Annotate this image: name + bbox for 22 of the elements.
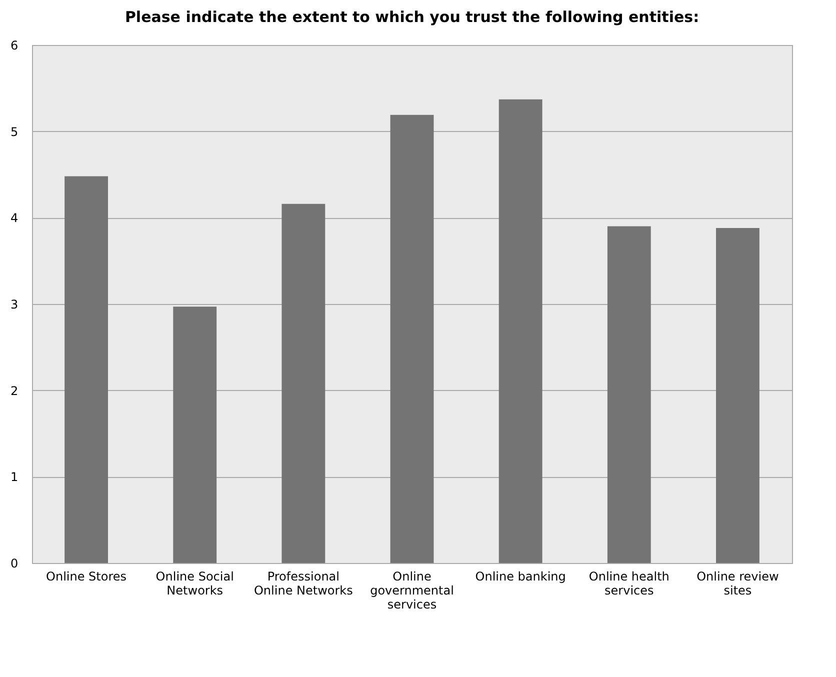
x-tick-label: Professional Online Networks bbox=[254, 570, 353, 598]
x-tick-label: Online governmental services bbox=[370, 570, 454, 612]
x-tick-label: Online Stores bbox=[46, 570, 127, 584]
bar bbox=[390, 114, 434, 563]
y-tick-label: 2 bbox=[10, 384, 18, 398]
bar bbox=[64, 176, 108, 563]
x-tick-label: Online review sites bbox=[696, 570, 779, 598]
bar bbox=[173, 306, 217, 563]
y-tick-label: 4 bbox=[10, 211, 18, 226]
y-tick-label: 3 bbox=[10, 298, 18, 312]
x-tick-label: Online banking bbox=[475, 570, 566, 584]
y-tick-label: 6 bbox=[10, 38, 18, 52]
x-tick-label: Online health services bbox=[588, 570, 670, 598]
bar bbox=[716, 228, 760, 563]
bar bbox=[498, 99, 542, 563]
y-tick-label: 0 bbox=[10, 556, 18, 570]
x-tick-label: Online Social Networks bbox=[156, 570, 234, 598]
bar bbox=[282, 204, 326, 563]
y-tick-label: 1 bbox=[10, 470, 18, 484]
chart-title: Please indicate the extent to which you trust the following entities: bbox=[124, 8, 700, 26]
bar bbox=[607, 226, 651, 563]
y-tick-label: 5 bbox=[10, 124, 18, 139]
